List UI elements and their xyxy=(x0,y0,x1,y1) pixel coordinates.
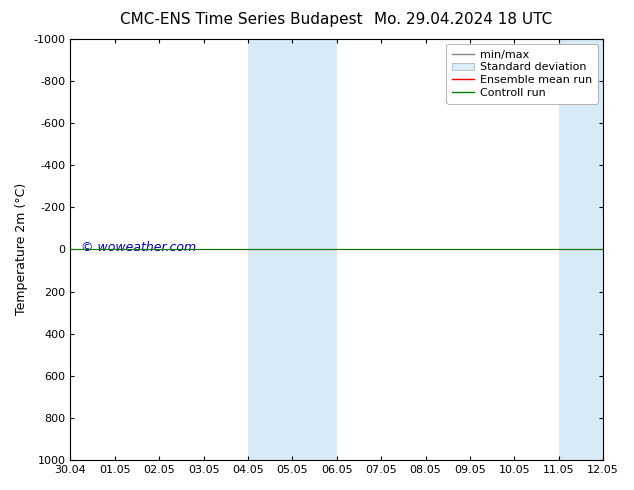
Text: Mo. 29.04.2024 18 UTC: Mo. 29.04.2024 18 UTC xyxy=(373,12,552,27)
Y-axis label: Temperature 2m (°C): Temperature 2m (°C) xyxy=(15,183,28,316)
Legend: min/max, Standard deviation, Ensemble mean run, Controll run: min/max, Standard deviation, Ensemble me… xyxy=(446,44,598,103)
Text: CMC-ENS Time Series Budapest: CMC-ENS Time Series Budapest xyxy=(120,12,362,27)
Bar xyxy=(559,39,634,460)
Bar xyxy=(248,39,337,460)
Text: © woweather.com: © woweather.com xyxy=(81,241,196,254)
